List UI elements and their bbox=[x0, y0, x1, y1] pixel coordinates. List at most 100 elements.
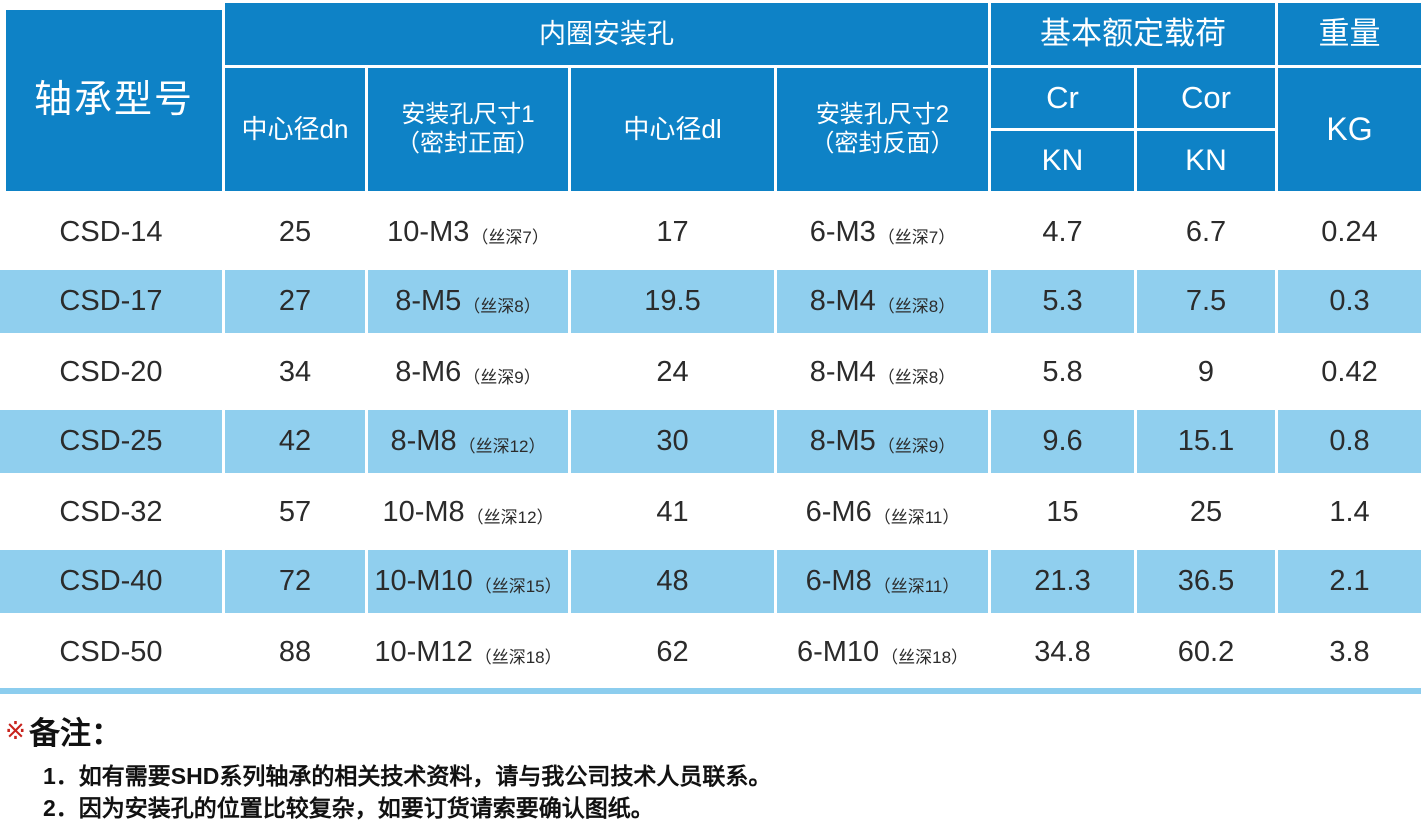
table-bottom-rule bbox=[0, 688, 1421, 694]
hole2-depth-note: （丝深18） bbox=[881, 647, 969, 667]
hole1-depth-note: （丝深12） bbox=[458, 437, 546, 456]
dn-cell: 72 bbox=[225, 550, 365, 613]
cr-cell: 34.8 bbox=[1034, 635, 1091, 668]
table-row: CSD-17 27 8-M5 （丝深8） 19.5 8-M4 （丝深8） 5.3 7… bbox=[0, 267, 1421, 337]
dl-cell: 41 bbox=[656, 495, 689, 528]
header-hole-size-1: 安装孔尺寸1 （密封正面） bbox=[368, 68, 568, 191]
hole1-cell: 8-M6 （丝深9） bbox=[368, 337, 568, 407]
dn-cell: 42 bbox=[225, 410, 365, 473]
kg-cell: 0.3 bbox=[1278, 270, 1421, 333]
dn-cell: 25 bbox=[278, 215, 312, 248]
hole1-depth-note: （丝深7） bbox=[471, 227, 549, 247]
hole2-value: 8-M4 bbox=[809, 355, 876, 388]
dn-cell: 27 bbox=[225, 270, 365, 333]
hole1-cell: 8-M5 （丝深8） bbox=[368, 270, 568, 333]
hole1-cell: 10-M12 （丝深18） bbox=[368, 617, 568, 687]
kg-cell: 0.24 bbox=[1321, 215, 1378, 248]
cr-cell: 4.7 bbox=[1042, 215, 1083, 248]
cor-cell: 60.2 bbox=[1177, 635, 1235, 668]
model-cell: CSD-17 bbox=[0, 270, 222, 333]
dl-cell: 62 bbox=[656, 635, 689, 668]
dl-cell: 24 bbox=[656, 355, 689, 388]
header-cor: Cor bbox=[1137, 68, 1275, 128]
table-row: CSD-14 25 10-M3 （丝深7） 17 6-M3 （丝深7） 4.7 6.… bbox=[0, 197, 1421, 267]
dl-cell: 48 bbox=[571, 550, 774, 613]
cr-cell: 9.6 bbox=[991, 410, 1134, 473]
kg-cell: 3.8 bbox=[1329, 635, 1370, 668]
kg-cell: 0.8 bbox=[1278, 410, 1421, 473]
header-cr: Cr bbox=[991, 68, 1134, 128]
cor-cell: 9 bbox=[1197, 355, 1215, 388]
remarks-list: 1．如有需要SHD系列轴承的相关技术资料，请与我公司技术人员联系。 2．因为安装… bbox=[43, 761, 1421, 820]
hole2-cell: 6-M3 （丝深7） bbox=[777, 197, 988, 267]
hole1-value: 10-M12 bbox=[374, 635, 473, 668]
header-group-basic-load-rating: 基本额定载荷 bbox=[991, 3, 1275, 65]
cor-cell: 6.7 bbox=[1185, 215, 1227, 248]
cr-cell: 15 bbox=[1046, 495, 1079, 528]
hole2-value: 6-M8 bbox=[805, 565, 872, 597]
hole1-depth-note: （丝深18） bbox=[474, 647, 562, 667]
dn-cell: 88 bbox=[278, 635, 312, 668]
hole2-value: 6-M10 bbox=[796, 635, 880, 668]
remarks-title: ※ 备注： bbox=[5, 708, 1421, 753]
hole1-value: 10-M8 bbox=[382, 495, 465, 528]
header-hole-size-1-line2: （密封正面） bbox=[396, 129, 540, 157]
header-hole-size-2-line2: （密封反面） bbox=[810, 129, 955, 157]
header-weight-unit-kg: KG bbox=[1278, 68, 1421, 191]
cor-cell: 15.1 bbox=[1137, 410, 1275, 473]
remarks-section: ※ 备注： 1．如有需要SHD系列轴承的相关技术资料，请与我公司技术人员联系。 … bbox=[5, 708, 1421, 820]
hole2-value: 8-M4 bbox=[809, 285, 876, 317]
bearing-spec-table: 轴承型号 内圈安装孔 基本额定载荷 重量 中心径dn 安装孔尺寸1 （密封正面）… bbox=[0, 3, 1421, 694]
hole2-cell: 8-M4 （丝深8） bbox=[777, 270, 988, 333]
kg-cell: 0.42 bbox=[1321, 355, 1378, 388]
hole1-value: 8-M8 bbox=[390, 425, 457, 457]
hole2-cell: 6-M8 （丝深11） bbox=[777, 550, 988, 613]
hole1-value: 10-M10 bbox=[374, 565, 473, 597]
hole1-depth-note: （丝深9） bbox=[463, 367, 541, 387]
hole2-cell: 8-M4 （丝深8） bbox=[777, 337, 988, 407]
hole1-cell: 10-M3 （丝深7） bbox=[368, 197, 568, 267]
model-cell: CSD-14 bbox=[59, 215, 163, 248]
hole1-value: 10-M3 bbox=[387, 215, 470, 248]
hole2-cell: 6-M6 （丝深11） bbox=[777, 477, 988, 547]
model-cell: CSD-25 bbox=[0, 410, 222, 473]
dn-cell: 34 bbox=[278, 355, 312, 388]
header-hole-size-2-line1: 安装孔尺寸2 bbox=[815, 100, 950, 128]
table-row: CSD-25 42 8-M8 （丝深12） 30 8-M5 （丝深9） 9.6 15… bbox=[0, 407, 1421, 477]
table-header: 轴承型号 内圈安装孔 基本额定载荷 重量 中心径dn 安装孔尺寸1 （密封正面）… bbox=[0, 3, 1421, 191]
cor-cell: 25 bbox=[1189, 495, 1223, 528]
table-row: CSD-32 57 10-M8 （丝深12） 41 6-M6 （丝深11） 15 2… bbox=[0, 477, 1421, 547]
hole2-depth-note: （丝深11） bbox=[873, 507, 960, 527]
model-cell: CSD-50 bbox=[59, 635, 163, 668]
kg-cell: 1.4 bbox=[1329, 495, 1370, 528]
kg-cell: 2.1 bbox=[1278, 550, 1421, 613]
hole1-cell: 8-M8 （丝深12） bbox=[368, 410, 568, 473]
hole1-value: 8-M6 bbox=[395, 355, 462, 388]
hole2-cell: 6-M10 （丝深18） bbox=[777, 617, 988, 687]
header-bearing-model: 轴承型号 bbox=[6, 10, 222, 191]
header-hole-size-1-line1: 安装孔尺寸1 bbox=[401, 100, 535, 128]
table-row: CSD-50 88 10-M12 （丝深18） 62 6-M10 （丝深18） 34… bbox=[0, 617, 1421, 687]
hole1-depth-note: （丝深8） bbox=[463, 297, 541, 316]
dl-cell: 30 bbox=[571, 410, 774, 473]
hole1-cell: 10-M8 （丝深12） bbox=[368, 477, 568, 547]
cr-cell: 5.8 bbox=[1042, 355, 1083, 388]
table-row: CSD-40 72 10-M10 （丝深15） 48 6-M8 （丝深11） 21.… bbox=[0, 547, 1421, 617]
remark-item-1: 1．如有需要SHD系列轴承的相关技术资料，请与我公司技术人员联系。 bbox=[43, 763, 772, 789]
table-row: CSD-20 34 8-M6 （丝深9） 24 8-M4 （丝深8） 5.8 9 0… bbox=[0, 337, 1421, 407]
header-cr-unit-kn: KN bbox=[991, 131, 1134, 191]
hole2-value: 6-M3 bbox=[809, 215, 876, 248]
model-cell: CSD-20 bbox=[59, 355, 163, 388]
hole2-value: 8-M5 bbox=[809, 425, 876, 457]
header-hole-size-2: 安装孔尺寸2 （密封反面） bbox=[777, 68, 988, 191]
hole2-value: 6-M6 bbox=[805, 495, 872, 528]
dl-cell: 19.5 bbox=[571, 270, 774, 333]
cor-cell: 7.5 bbox=[1137, 270, 1275, 333]
model-cell: CSD-40 bbox=[0, 550, 222, 613]
hole2-depth-note: （丝深8） bbox=[877, 367, 956, 387]
header-center-dia-dl: 中心径dl bbox=[571, 68, 774, 191]
hole2-depth-note: （丝深9） bbox=[877, 437, 956, 456]
hole2-depth-note: （丝深7） bbox=[877, 227, 956, 247]
header-group-weight: 重量 bbox=[1278, 3, 1421, 65]
